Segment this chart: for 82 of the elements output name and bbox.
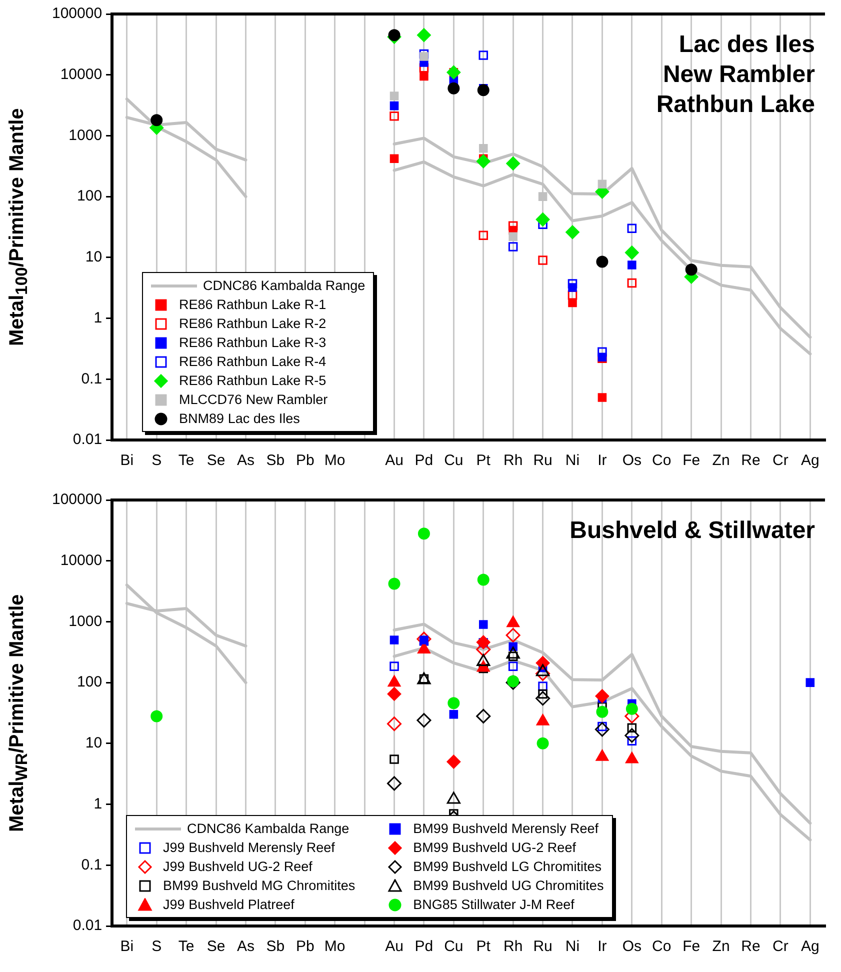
y-tick-label: 0.1 — [81, 856, 102, 874]
legend-label: RE86 Rathbun Lake R-5 — [179, 373, 326, 388]
legend-label: BNG85 Stillwater J-M Reef — [413, 897, 574, 912]
x-tick-label: Sb — [266, 452, 285, 470]
legend-label: RE86 Rathbun Lake R-4 — [179, 354, 326, 369]
y-tick-label: 1 — [94, 309, 102, 326]
x-tick-label: Re — [741, 938, 760, 956]
y-tick-label: 100000 — [52, 5, 102, 22]
x-tick-label: S — [152, 938, 162, 956]
legend-label: RE86 Rathbun Lake R-1 — [179, 297, 326, 312]
x-tick-label: Cr — [772, 452, 788, 470]
y-tick-label: 0.01 — [72, 917, 102, 934]
legend-label: J99 Bushveld Platreef — [163, 897, 294, 912]
x-tick-label: Te — [178, 938, 194, 956]
legend-label: CDNC86 Kambalda Range — [203, 278, 366, 293]
x-tick-label: Pt — [476, 938, 492, 956]
x-tick-label: Os — [622, 938, 642, 956]
x-tick-label: Os — [622, 452, 642, 470]
legend-label: BM99 Bushveld LG Chromitites — [413, 859, 602, 874]
x-tick-label: Fe — [682, 452, 700, 470]
x-tick-label: Se — [206, 938, 226, 956]
x-tick-label: Pt — [476, 452, 492, 470]
x-tick-label: Zn — [712, 452, 730, 470]
x-tick-label: Bi — [120, 452, 134, 470]
y-tick-label: 10 — [85, 248, 102, 266]
x-tick-label: Pd — [414, 452, 434, 470]
legend-label: BM99 Bushveld UG Chromitites — [413, 878, 604, 893]
legend-label: BM99 Bushveld UG-2 Reef — [413, 840, 576, 855]
y-tick-label: 1000 — [68, 612, 102, 630]
legend-label: CDNC86 Kambalda Range — [187, 821, 350, 836]
x-tick-label: Ru — [533, 452, 552, 470]
text: Bushveld & Stillwater — [570, 516, 815, 546]
x-tick-label: Te — [178, 452, 194, 470]
x-tick-label: Pb — [296, 452, 314, 470]
x-tick-label: Cu — [444, 452, 464, 470]
x-tick-label: Ag — [800, 452, 820, 470]
x-tick-label: Se — [206, 452, 226, 470]
legend-label: BNM89 Lac des Iles — [179, 411, 300, 426]
x-tick-label: Co — [652, 938, 672, 956]
x-tick-label: Zn — [712, 938, 730, 956]
x-tick-label: Mo — [324, 452, 346, 470]
x-tick-label: Au — [385, 452, 404, 470]
x-tick-label: As — [236, 938, 254, 956]
legend-label: RE86 Rathbun Lake R-2 — [179, 316, 326, 331]
y-tick-label: 1 — [94, 795, 102, 812]
y-tick-label: 10000 — [60, 552, 102, 569]
y-tick-label: 1000 — [68, 126, 102, 144]
legend-label: BM99 Bushveld Merensly Reef — [413, 821, 598, 836]
y-tick-label: 10 — [85, 734, 102, 752]
x-tick-label: Sb — [266, 938, 285, 956]
x-tick-label: Co — [652, 452, 672, 470]
legend-label: BM99 Bushveld MG Chromitites — [163, 878, 356, 893]
y-tick-label: 0.1 — [81, 370, 102, 388]
legend-label: J99 Bushveld UG-2 Reef — [163, 859, 312, 874]
x-tick-label: Rh — [503, 938, 523, 956]
x-tick-label: As — [236, 452, 254, 470]
x-tick-label: Ni — [565, 938, 580, 956]
x-tick-label: Ir — [598, 452, 607, 470]
x-tick-label: Au — [385, 938, 404, 956]
y-tick-label: 100000 — [52, 491, 102, 508]
x-tick-label: Rh — [503, 452, 523, 470]
y-tick-label: 0.01 — [72, 431, 102, 448]
x-tick-label: Ir — [598, 938, 607, 956]
x-tick-label: Re — [741, 452, 760, 470]
x-tick-label: Cu — [444, 938, 464, 956]
y-tick-label: 100 — [77, 674, 102, 691]
legend-label: RE86 Rathbun Lake R-3 — [179, 335, 326, 350]
text: Lac des Iles New Rambler Rathbun Lake — [656, 30, 815, 120]
x-tick-label: Pd — [414, 938, 434, 956]
x-tick-label: Cr — [772, 938, 788, 956]
x-tick-label: Bi — [120, 938, 134, 956]
legend-label: MLCCD76 New Rambler — [179, 392, 328, 407]
x-tick-label: Ni — [565, 452, 580, 470]
x-tick-label: Fe — [682, 938, 700, 956]
x-tick-label: S — [152, 452, 162, 470]
legend-label: J99 Bushveld Merensly Reef — [163, 840, 335, 855]
x-tick-label: Ag — [800, 938, 820, 956]
x-tick-label: Ru — [533, 938, 552, 956]
x-tick-label: Pb — [296, 938, 314, 956]
x-tick-label: Mo — [324, 938, 346, 956]
y-tick-label: 10000 — [60, 66, 102, 83]
y-tick-label: 100 — [77, 188, 102, 205]
